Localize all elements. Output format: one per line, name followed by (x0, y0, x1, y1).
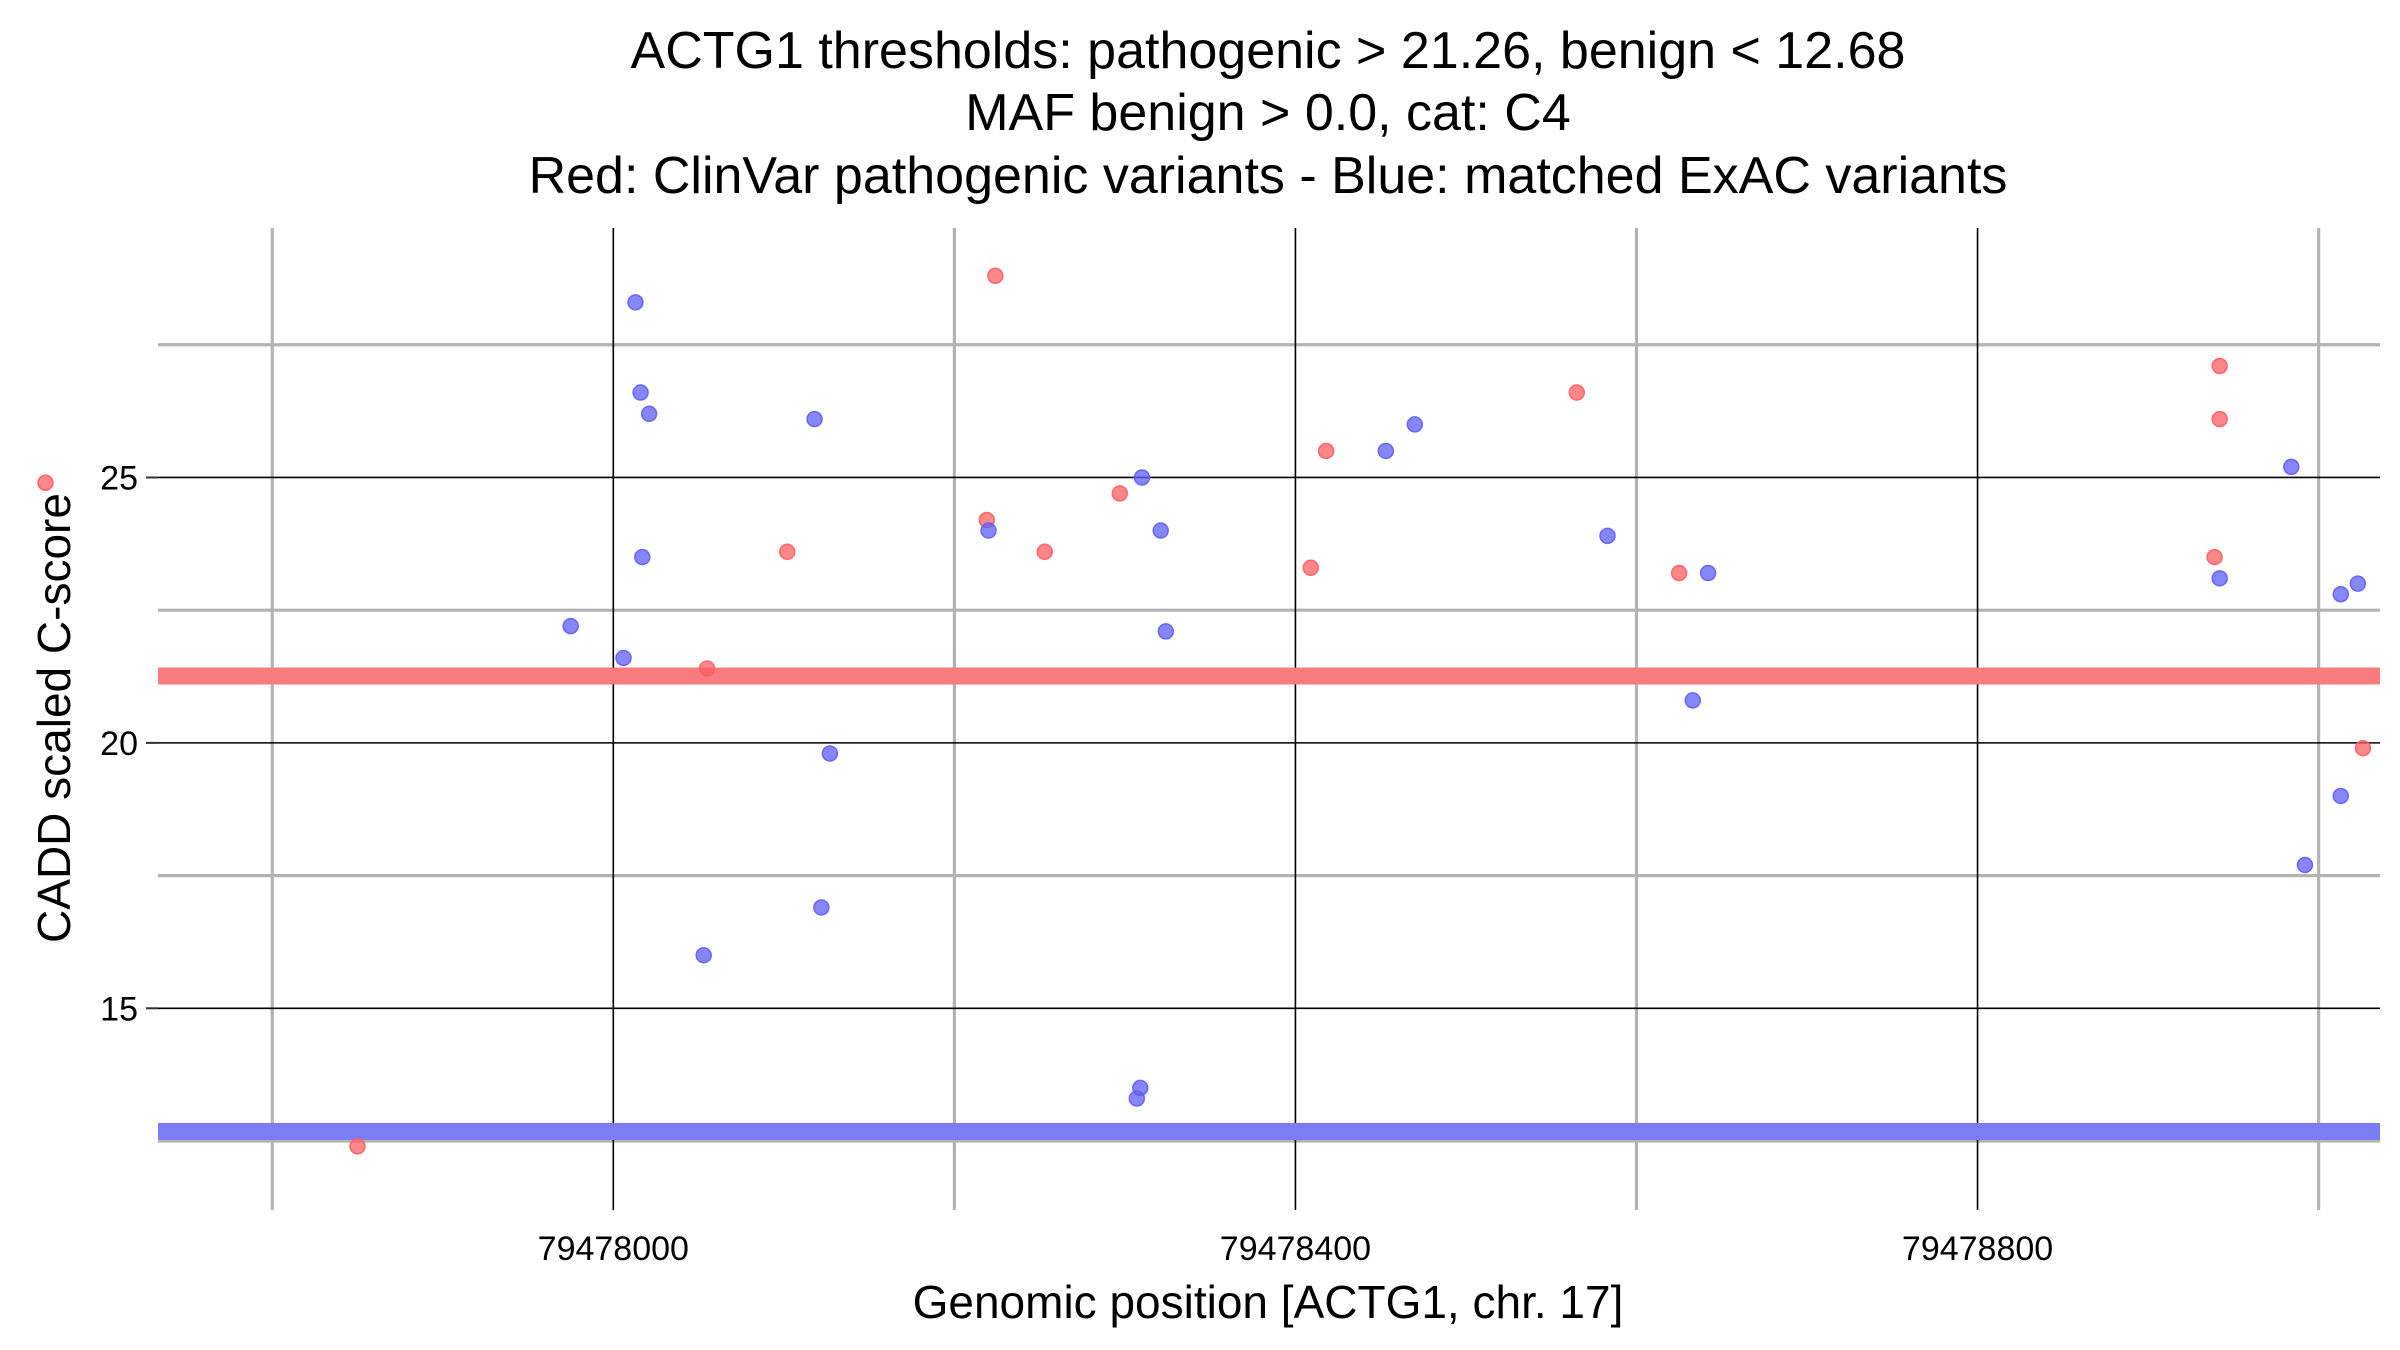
grid (158, 228, 2380, 1210)
exac-point (806, 410, 823, 428)
exac-point (634, 548, 651, 566)
exac-point (2349, 575, 2367, 592)
exac-point (2283, 458, 2300, 476)
axis-ticks: 79478000 79478400 79478800 15 20 25 (100, 459, 2053, 1268)
clinvar-point (349, 1138, 366, 1155)
exac-point (562, 617, 579, 635)
x-tick-label: 79478000 (538, 1230, 689, 1268)
exac-point (1152, 522, 1169, 539)
chart-title-line-3: Red: ClinVar pathogenic variants - Blue:… (529, 147, 2008, 205)
x-axis-title: Genomic position [ACTG1, chr. 17] (913, 1276, 1624, 1328)
exac-point (821, 745, 839, 762)
exac-point (1132, 1079, 1149, 1097)
y-tick-label: 15 (100, 990, 138, 1028)
exac-point (2296, 856, 2314, 874)
clinvar-point (1568, 384, 1586, 401)
exac-point (615, 649, 632, 667)
clinvar-point (37, 474, 54, 492)
y-tick-label: 20 (100, 725, 138, 763)
data-points (37, 267, 2372, 1155)
clinvar-point (698, 660, 716, 677)
exac-point (1684, 692, 1702, 709)
exac-point (2211, 570, 2228, 587)
x-tick-label: 79478400 (1220, 1230, 1371, 1268)
clinvar-point (1317, 442, 1335, 460)
exac-point (1599, 527, 1616, 545)
exac-point (1406, 416, 1424, 433)
chart-title-line-2: MAF benign > 0.0, cat: C4 (965, 84, 1571, 142)
exac-point (632, 384, 649, 401)
threshold-lines (158, 667, 2380, 1140)
clinvar-point (2354, 739, 2372, 757)
exac-point (1377, 442, 1395, 460)
clinvar-point (2206, 548, 2223, 566)
clinvar-point (1036, 543, 1054, 561)
clinvar-point (987, 267, 1004, 285)
clinvar-point (779, 543, 796, 561)
exac-point (1133, 469, 1151, 486)
clinvar-point (2211, 357, 2228, 375)
clinvar-point (2211, 410, 2228, 428)
exac-point (1699, 564, 1717, 582)
exac-point (980, 522, 997, 539)
exac-point (627, 294, 644, 311)
y-axis-title: CADD scaled C-score (28, 493, 80, 943)
exac-point (640, 405, 658, 423)
chart-title-line-1: ACTG1 thresholds: pathogenic > 21.26, be… (631, 22, 1906, 80)
exac-point (2332, 787, 2350, 805)
clinvar-point (1302, 559, 1320, 576)
exac-point (2332, 586, 2350, 603)
exac-point (695, 946, 712, 964)
clinvar-point (1111, 485, 1129, 502)
x-tick-label: 79478800 (1902, 1230, 2053, 1268)
y-tick-label: 25 (100, 459, 138, 497)
clinvar-point (1670, 564, 1688, 582)
exac-point (1157, 623, 1175, 640)
exac-point (813, 899, 830, 916)
